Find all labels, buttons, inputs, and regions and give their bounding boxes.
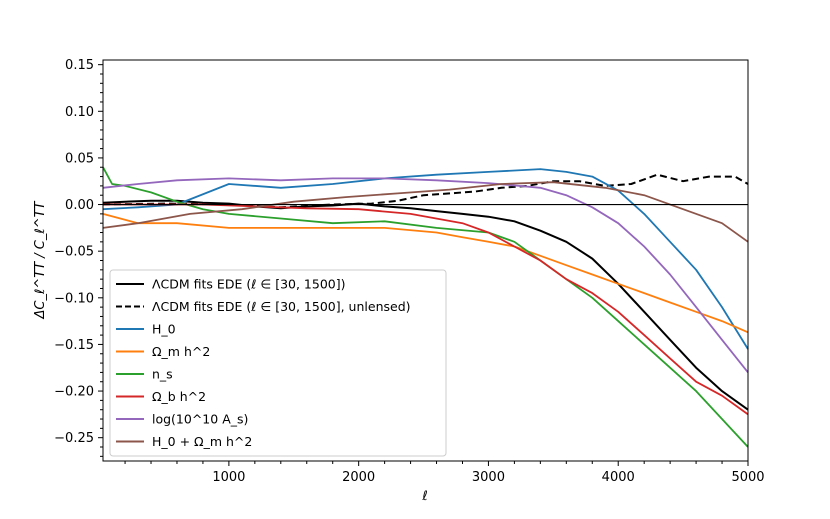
series-line-4 (102, 166, 749, 448)
series-line-0 (102, 199, 749, 411)
y-tick-label: −0.25 (54, 431, 94, 446)
series-line-2 (102, 168, 749, 350)
y-tick-label: 0.05 (65, 151, 94, 166)
y-tick-label: 0.15 (65, 58, 94, 73)
legend-box (109, 269, 447, 457)
legend: ΛCDM fits EDE (ℓ ∈ [30, 1500]) ΛCDM fits … (109, 269, 447, 457)
x-tick-label: 5000 (731, 470, 764, 485)
y-tick-label: 0.00 (65, 198, 94, 213)
y-tick-label: 0.10 (65, 105, 94, 120)
legend-label: log(10^10 A_s) (152, 412, 248, 427)
y-tick-label: −0.05 (54, 245, 94, 260)
x-tick-label: 4000 (602, 470, 635, 485)
x-tick-label: 2000 (342, 470, 375, 485)
y-tick-label: −0.20 (54, 385, 94, 400)
series-line-1 (102, 173, 749, 209)
series-line-3 (102, 213, 749, 334)
x-tick-label: 1000 (212, 470, 245, 485)
x-tick-label: 3000 (472, 470, 505, 485)
y-tick-label: −0.15 (54, 338, 94, 353)
plot-series (102, 166, 749, 448)
legend-label: ΛCDM fits EDE (ℓ ∈ [30, 1500], unlensed) (152, 299, 411, 314)
legend-label: n_s (152, 367, 173, 382)
x-axis-title: ℓ (421, 489, 427, 504)
x-axis: 1000 2000 3000 4000 5000 (124, 461, 765, 485)
y-tick-label: −0.10 (54, 291, 94, 306)
legend-label: ΛCDM fits EDE (ℓ ∈ [30, 1500]) (152, 277, 346, 292)
legend-label: Ω_m h^2 (152, 344, 210, 359)
series-line-7 (102, 181, 749, 243)
series-line-6 (102, 177, 749, 373)
legend-items: ΛCDM fits EDE (ℓ ∈ [30, 1500]) ΛCDM fits … (116, 277, 411, 449)
legend-label: H_0 (152, 322, 176, 337)
y-axis-title: ΔC_ℓ^TT / C_ℓ^TT (33, 200, 48, 319)
legend-label: H_0 + Ω_m h^2 (152, 434, 252, 449)
y-axis: −0.25 −0.20 −0.15 −0.10 −0.05 0.00 0.05 0.10 0.1… (54, 58, 103, 457)
series-line-5 (103, 203, 749, 416)
legend-label: Ω_b h^2 (152, 389, 206, 404)
